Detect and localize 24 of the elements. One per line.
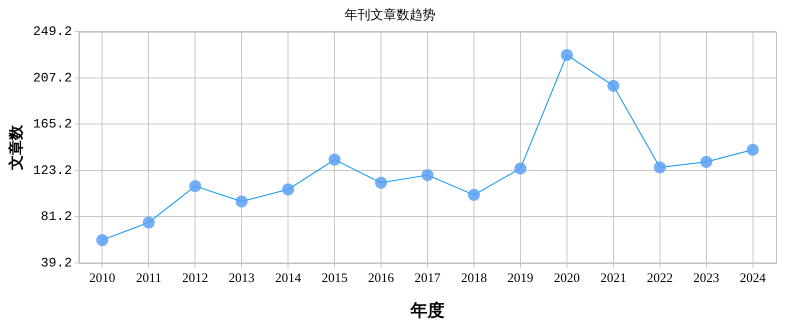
x-tick-label: 2013 xyxy=(228,270,255,286)
y-tick-label: 165.2 xyxy=(32,116,72,132)
x-tick-label: 2016 xyxy=(368,270,395,286)
y-tick-label: 249.2 xyxy=(32,24,72,40)
y-tick-label: 39.2 xyxy=(40,255,72,270)
x-tick-label: 2014 xyxy=(275,270,302,286)
y-tick-label: 123.2 xyxy=(32,162,72,178)
x-tick-label: 2015 xyxy=(322,270,348,286)
x-tick-label: 2024 xyxy=(740,270,766,286)
x-tick-label: 2021 xyxy=(600,270,626,286)
x-tick-label: 2018 xyxy=(460,270,487,286)
x-tick-label: 2022 xyxy=(646,270,673,286)
x-tick-label: 2017 xyxy=(414,270,442,286)
x-axis-title: 年度 xyxy=(410,301,445,320)
x-tick-label: 2010 xyxy=(89,270,116,286)
x-tick-label: 2011 xyxy=(136,270,162,286)
x-tick-label: 2019 xyxy=(507,270,534,286)
y-axis-title: 文章数 xyxy=(6,124,25,171)
x-tick-label: 2012 xyxy=(182,270,208,286)
x-tick-label: 2020 xyxy=(554,270,580,286)
chart-title: 年刊文章数趋势 xyxy=(344,7,436,22)
x-tick-label: 2023 xyxy=(693,270,720,286)
y-tick-label: 207.2 xyxy=(32,70,72,86)
y-tick-label: 81.2 xyxy=(40,209,72,224)
